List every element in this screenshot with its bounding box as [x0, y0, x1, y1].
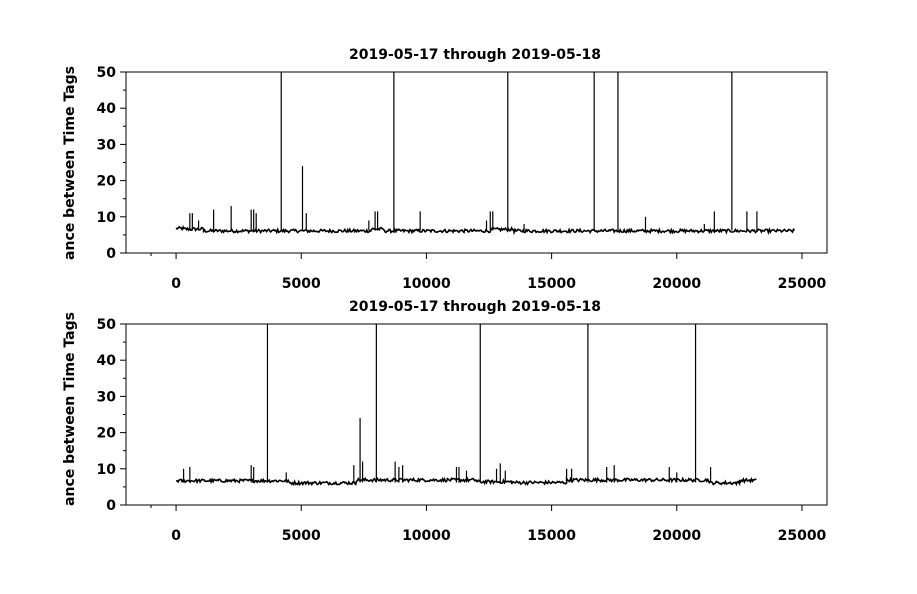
top-ytick-label-3: 30 — [97, 137, 117, 153]
bottom-ytick-label-5: 50 — [97, 317, 117, 333]
bottom-xtick-label-2: 10000 — [402, 528, 451, 544]
top-ytick-label-2: 20 — [97, 174, 117, 190]
bottom-plot-frame — [125, 323, 828, 506]
top-xtick-label-0: 0 — [171, 276, 181, 292]
top-ytick-label-1: 10 — [97, 210, 117, 226]
bottom-plot-axes: 0 10 20 30 40 50 0 5000 10000 15000 20000 25000 — [97, 317, 827, 544]
top-series-line — [175, 224, 796, 236]
bottom-xtick-label-3: 15000 — [527, 528, 576, 544]
bottom-xtick-label-5: 25000 — [778, 528, 827, 544]
bottom-chart-panel: 2019-05-17 through 2019-05-18 ance betwe… — [62, 299, 828, 544]
top-plot-marks — [175, 72, 796, 236]
bottom-ytick-label-1: 10 — [97, 462, 117, 478]
top-ytick-label-5: 50 — [97, 65, 117, 81]
top-xtick-label-3: 15000 — [527, 276, 576, 292]
bottom-chart-title: 2019-05-17 through 2019-05-18 — [349, 299, 601, 315]
bottom-xtick-label-4: 20000 — [652, 528, 701, 544]
top-ytick-label-0: 0 — [106, 246, 116, 262]
bottom-ytick-label-0: 0 — [106, 498, 116, 514]
top-xtick-label-1: 5000 — [282, 276, 321, 292]
bottom-ytick-label-3: 30 — [97, 389, 117, 405]
top-xtick-label-5: 25000 — [778, 276, 827, 292]
bottom-plot-marks — [176, 324, 757, 487]
bottom-series-line — [176, 476, 757, 487]
top-chart-title: 2019-05-17 through 2019-05-18 — [349, 47, 601, 63]
bottom-xtick-label-1: 5000 — [282, 528, 321, 544]
top-chart-ylabel: ance between Time Tags — [62, 66, 78, 260]
bottom-chart-ylabel: ance between Time Tags — [62, 312, 78, 506]
bottom-xtick-label-0: 0 — [171, 528, 181, 544]
top-ytick-label-4: 40 — [97, 101, 117, 117]
bottom-ytick-label-2: 20 — [97, 426, 117, 442]
top-xtick-label-2: 10000 — [402, 276, 451, 292]
top-chart-panel: 2019-05-17 through 2019-05-18 ance betwe… — [62, 47, 828, 292]
top-xtick-label-4: 20000 — [652, 276, 701, 292]
top-plot-axes: 0 10 20 30 40 50 0 5000 10000 15000 20000 25000 — [97, 65, 827, 292]
bottom-ytick-label-4: 40 — [97, 353, 117, 369]
